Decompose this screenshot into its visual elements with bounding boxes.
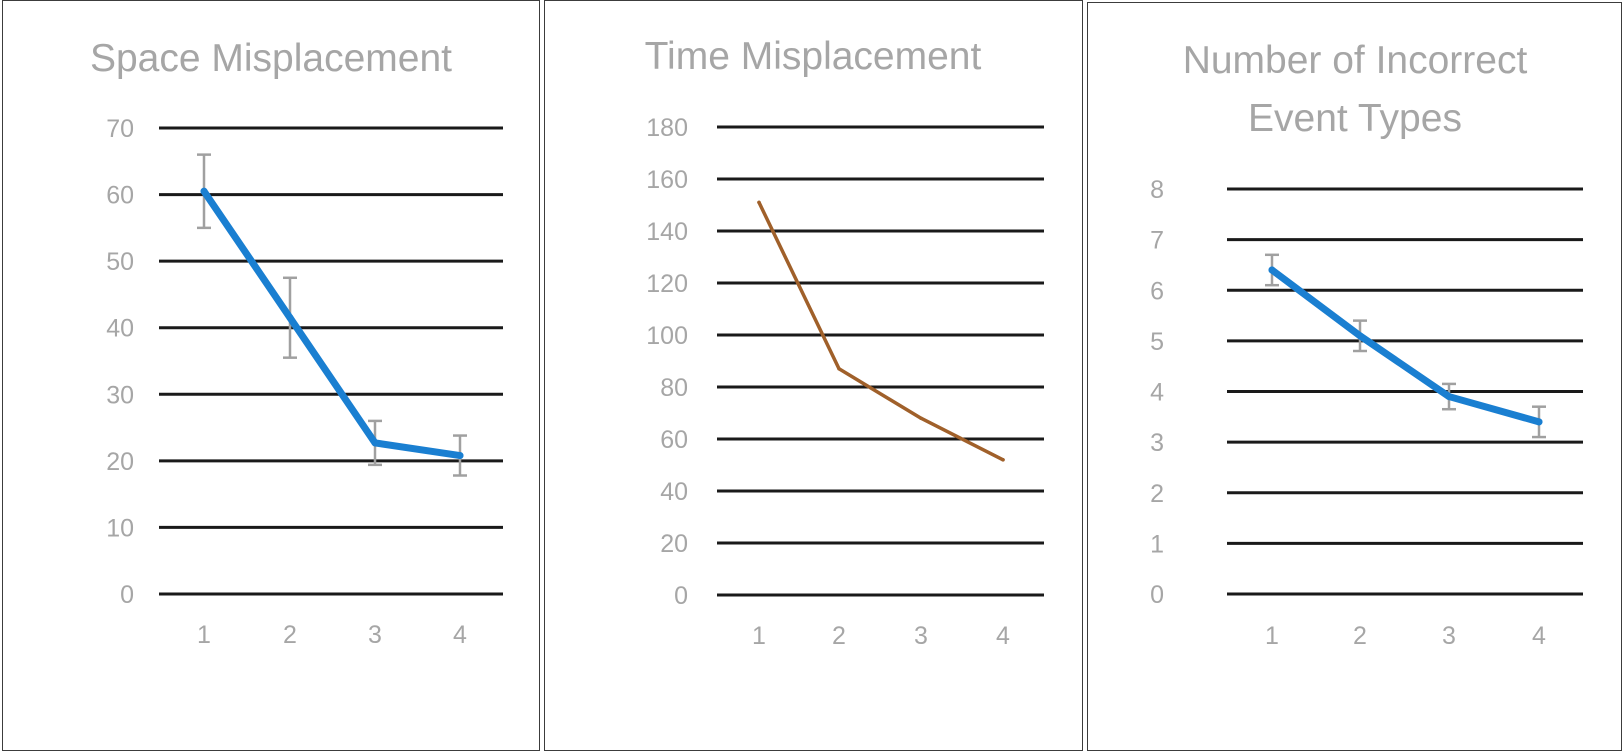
chart-title: Space Misplacement bbox=[90, 37, 452, 80]
x-tick-label: 2 bbox=[832, 622, 846, 650]
data-point bbox=[837, 367, 841, 371]
data-point bbox=[757, 200, 761, 205]
y-tick-label: 160 bbox=[646, 166, 688, 194]
series-line bbox=[757, 200, 1005, 462]
y-tick-label: 60 bbox=[106, 182, 134, 210]
y-tick-label: 180 bbox=[646, 114, 688, 142]
y-tick-label: 0 bbox=[674, 582, 688, 610]
data-point bbox=[1001, 458, 1005, 462]
y-tick-label: 80 bbox=[660, 374, 688, 402]
y-tick-label: 40 bbox=[106, 315, 134, 343]
x-tick-label: 2 bbox=[1353, 622, 1367, 650]
x-tick-label: 1 bbox=[197, 621, 211, 649]
y-tick-label: 50 bbox=[106, 248, 134, 276]
x-tick-label: 2 bbox=[283, 621, 297, 649]
data-point bbox=[456, 452, 464, 460]
y-tick-label: 40 bbox=[660, 478, 688, 506]
y-tick-label: 0 bbox=[1150, 581, 1164, 609]
y-tick-label: 4 bbox=[1150, 379, 1164, 407]
y-tick-label: 6 bbox=[1150, 277, 1164, 305]
x-tick-label: 3 bbox=[1442, 622, 1456, 650]
x-tick-label: 3 bbox=[368, 621, 382, 649]
x-tick-label: 4 bbox=[453, 621, 467, 649]
y-tick-label: 8 bbox=[1150, 176, 1164, 204]
y-tick-label: 120 bbox=[646, 270, 688, 298]
incorrect-event-types-chart: Number of Incorrect Event Types 0 1 2 3 4 5 6 7 8 1… bbox=[1150, 39, 1583, 650]
chart-panel-incorrect-event-types: Number of Incorrect Event Types 0 1 2 3 4 5 6 7 8 1… bbox=[1087, 2, 1622, 751]
y-tick-label: 10 bbox=[106, 514, 134, 542]
x-tick-label: 1 bbox=[1265, 622, 1279, 650]
y-tick-label: 3 bbox=[1150, 429, 1164, 457]
y-tick-label: 0 bbox=[120, 581, 134, 609]
y-tick-label: 100 bbox=[646, 322, 688, 350]
series-line bbox=[1268, 266, 1543, 426]
y-tick-label: 5 bbox=[1150, 328, 1164, 356]
y-tick-label: 7 bbox=[1150, 227, 1164, 255]
x-tick-label: 4 bbox=[996, 622, 1010, 650]
y-tick-label: 20 bbox=[106, 448, 134, 476]
series-line bbox=[200, 187, 464, 460]
chart-title-line-1: Number of Incorrect bbox=[1183, 39, 1528, 82]
data-point bbox=[1268, 266, 1276, 274]
space-misplacement-chart: Space Misplacement 0 10 20 30 40 50 60 70 1 2 3 4 bbox=[90, 37, 503, 649]
data-point bbox=[1445, 393, 1453, 401]
time-misplacement-chart: Time Misplacement 0 20 40 60 80 100 120 140 160 18… bbox=[645, 35, 1044, 650]
x-tick-label: 1 bbox=[752, 622, 766, 650]
x-tick-label: 4 bbox=[1532, 622, 1546, 650]
y-tick-label: 140 bbox=[646, 218, 688, 246]
y-tick-label: 70 bbox=[106, 115, 134, 143]
data-point bbox=[286, 314, 294, 322]
x-tick-label: 3 bbox=[914, 622, 928, 650]
data-point bbox=[200, 187, 208, 195]
data-point bbox=[1356, 332, 1364, 340]
y-tick-label: 20 bbox=[660, 530, 688, 558]
y-tick-label: 2 bbox=[1150, 480, 1164, 508]
chart-title: Time Misplacement bbox=[645, 35, 982, 78]
data-point bbox=[919, 416, 923, 420]
y-tick-label: 30 bbox=[106, 381, 134, 409]
chart-title-line-2: Event Types bbox=[1248, 97, 1462, 140]
y-tick-label: 1 bbox=[1150, 530, 1164, 558]
y-tick-label: 60 bbox=[660, 426, 688, 454]
data-point bbox=[1535, 418, 1543, 426]
chart-panel-space-misplacement: Space Misplacement 0 10 20 30 40 50 60 70 1 2 3 4 bbox=[2, 0, 540, 751]
chart-panel-time-misplacement: Time Misplacement 0 20 40 60 80 100 120 140 160 18… bbox=[544, 0, 1083, 751]
data-point bbox=[371, 439, 379, 447]
